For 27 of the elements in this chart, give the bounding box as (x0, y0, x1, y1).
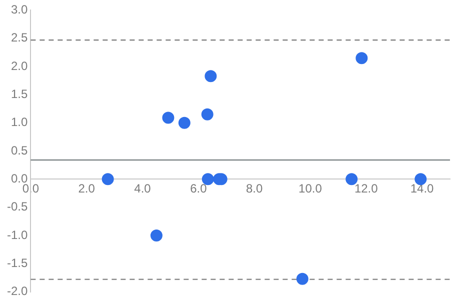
x-tick-label: 10.0 (298, 182, 322, 196)
y-tick-label: -0.5 (6, 200, 28, 214)
y-tick-label: 0.5 (10, 143, 28, 158)
point (202, 173, 214, 186)
point (346, 173, 358, 186)
y-tick-label: 3.0 (10, 2, 28, 17)
y-tick-label: 2.5 (10, 30, 28, 45)
point (356, 52, 368, 64)
point (162, 112, 174, 124)
y-tick-label: -1.0 (6, 228, 28, 242)
y-tick-label: 2.0 (10, 58, 28, 73)
x-tick-label: 8.0 (246, 182, 263, 196)
point (102, 173, 114, 186)
point (150, 229, 162, 242)
x-tick-label: 4.0 (134, 182, 152, 196)
x-tick-label: 6.0 (190, 182, 208, 196)
y-tick-label: 1.5 (10, 86, 28, 101)
y-tick-label: -2.0 (6, 284, 28, 298)
point (201, 108, 214, 120)
y-tick-label: 1.0 (10, 115, 28, 130)
point (204, 70, 217, 82)
point (178, 116, 190, 129)
x-tick-label: 14.0 (410, 182, 434, 196)
x-tick-label: 12.0 (354, 182, 378, 196)
x-tick-label: 2.0 (78, 182, 96, 196)
point (296, 272, 308, 285)
y-tick-label: -1.5 (6, 256, 28, 270)
